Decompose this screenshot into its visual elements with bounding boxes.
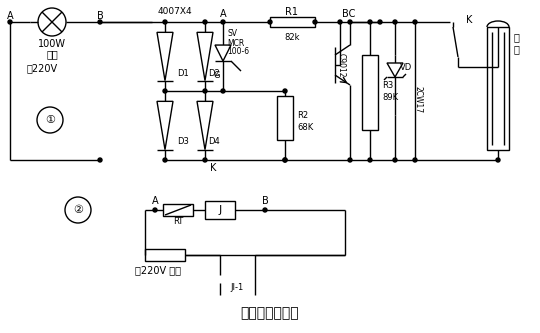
Circle shape [8,20,12,24]
Circle shape [221,20,225,24]
Text: 2CW17: 2CW17 [413,87,422,114]
Text: A: A [6,11,14,21]
Bar [270,17,315,27]
Text: D3: D3 [177,138,189,147]
Circle shape [413,158,417,162]
Text: ①: ① [45,115,55,125]
Polygon shape [197,32,213,81]
Text: JI-1: JI-1 [231,282,244,291]
Text: B: B [261,196,268,206]
Circle shape [163,89,167,93]
Text: 100-6: 100-6 [227,48,249,57]
Circle shape [413,20,417,24]
Circle shape [203,20,207,24]
Polygon shape [387,63,403,77]
Circle shape [98,20,102,24]
Circle shape [153,208,157,212]
Circle shape [348,158,352,162]
Text: BC: BC [342,9,355,19]
Bar [145,249,185,261]
Text: MCR: MCR [227,39,244,48]
Text: D4: D4 [208,138,220,147]
Circle shape [221,89,225,93]
Text: 4007X4: 4007X4 [158,8,192,17]
Text: 灯泡: 灯泡 [46,49,58,59]
Text: R1: R1 [286,7,299,17]
Polygon shape [197,101,213,150]
Text: VD: VD [400,63,412,72]
Text: ～220V: ～220V [26,63,58,73]
Circle shape [313,20,317,24]
Circle shape [393,158,397,162]
Text: A: A [220,9,226,19]
Text: 89K: 89K [382,93,398,102]
Text: D1: D1 [177,69,189,78]
Circle shape [263,208,267,212]
Bar [163,204,193,216]
Circle shape [283,158,287,162]
Text: 泡: 泡 [514,44,520,54]
Circle shape [283,89,287,93]
Bar [277,96,293,140]
Text: K: K [466,15,472,25]
Text: K: K [210,163,217,173]
Text: 氖: 氖 [514,32,520,42]
Text: 82k: 82k [284,34,300,43]
Text: ②: ② [73,205,83,215]
Text: A: A [152,196,158,206]
Text: ～220V 电炉: ～220V 电炉 [135,265,181,275]
Circle shape [393,20,397,24]
Text: G: G [213,71,220,80]
Polygon shape [215,45,231,61]
Circle shape [203,89,207,93]
Polygon shape [157,101,173,150]
Circle shape [338,20,342,24]
Circle shape [378,20,382,24]
Bar [362,55,378,130]
Text: R3: R3 [382,81,393,90]
Bar [205,201,235,219]
Text: SV: SV [227,30,237,39]
Circle shape [368,158,372,162]
Circle shape [368,20,372,24]
Circle shape [163,20,167,24]
Polygon shape [157,32,173,81]
Circle shape [98,158,102,162]
Text: 简易恒温控制器: 简易恒温控制器 [241,306,299,320]
Circle shape [203,158,207,162]
Circle shape [496,158,500,162]
Text: 68K: 68K [297,123,313,132]
Text: R2: R2 [297,112,308,121]
Text: C9012: C9012 [337,53,346,77]
Bar [487,27,509,150]
Text: D2: D2 [208,69,220,78]
Text: B: B [97,11,103,21]
Circle shape [283,158,287,162]
Text: J: J [218,205,221,215]
Circle shape [348,20,352,24]
Circle shape [268,20,272,24]
Circle shape [163,158,167,162]
Text: RT: RT [173,217,183,226]
Text: 100W: 100W [38,39,66,49]
